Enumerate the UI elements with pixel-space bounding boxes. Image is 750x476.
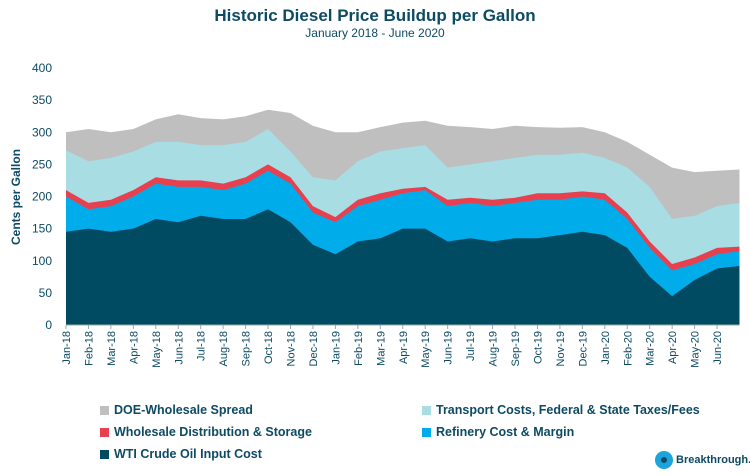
y-tick-label: 400 [32,61,52,75]
legend-swatch [100,449,109,459]
x-tick-label: Nov-18 [286,331,298,366]
chart-subtitle: January 2018 - June 2020 [305,26,445,40]
x-tick-label: Aug-19 [488,331,500,366]
x-tick-label: Jun-19 [443,331,455,365]
y-tick-label: 150 [32,222,52,236]
x-tick-label: Mar-20 [645,331,657,366]
x-tick-label: May-20 [690,331,702,368]
x-tick-label: Apr-20 [667,331,679,364]
logo-text: Breakthrough. [676,454,750,466]
x-tick-label: Apr-19 [398,331,410,364]
legend-swatch [100,405,109,415]
x-tick-label: Jul-19 [465,331,477,361]
legend-label: DOE-Wholesale Spread [114,403,253,417]
x-tick-label: Jun-20 [712,331,724,365]
y-tick-label: 0 [45,318,52,332]
axes: 0 50 100 150 200 250 300 350 400 Jan-18 Feb-18 Mar-… [32,61,740,368]
x-tick-label: Jan-18 [61,331,73,365]
y-axis-label: Cents per Gallon [9,149,23,245]
x-tick-label: Apr-18 [128,331,140,364]
y-tick-label: 350 [32,93,52,107]
x-tick-label: Aug-18 [218,331,230,366]
y-tick-label: 100 [32,254,52,268]
area-layers [66,109,740,325]
y-tick-label: 200 [32,190,52,204]
legend-label: Wholesale Distribution & Storage [114,425,312,439]
y-tick-label: 300 [32,125,52,139]
stacked-area-chart: 0 50 100 150 200 250 300 350 400 Jan-18 Feb-18 Mar-… [9,61,740,368]
x-tick-label: Oct-18 [263,331,275,364]
x-tick-label: Mar-19 [375,331,387,366]
x-tick-label: Dec-18 [308,331,320,366]
logo-icon [655,451,673,469]
x-tick-label: Oct-19 [532,331,544,364]
x-tick-label: Sep-18 [241,331,253,366]
x-tick-label: Feb-19 [353,331,365,366]
y-tick-label: 50 [39,286,53,300]
legend-label: Transport Costs, Federal & State Taxes/F… [436,403,700,417]
legend-item-wti-crude: WTI Crude Oil Input Cost [100,447,262,461]
legend-swatch [100,427,109,437]
chart-title: Historic Diesel Price Buildup per Gallon [214,6,536,25]
legend-swatch [422,427,431,437]
x-tick-label: Dec-19 [577,331,589,366]
y-tick-label: 250 [32,157,52,171]
area-wti-crude-oil-input-cost [66,209,740,325]
x-tick-label: Nov-19 [555,331,567,366]
legend-label: Refinery Cost & Margin [436,425,575,439]
breakthrough-logo: Breakthrough. [655,451,750,469]
x-tick-label: Jul-18 [196,331,208,361]
legend-item-transport-taxes: Transport Costs, Federal & State Taxes/F… [422,403,700,417]
legend-item-wholesale-distribution: Wholesale Distribution & Storage [100,425,312,439]
legend-swatch [422,405,431,415]
legend-item-refinery: Refinery Cost & Margin [422,425,574,439]
x-tick-label: Jan-19 [330,331,342,365]
x-tick-label: May-18 [151,331,163,368]
x-tick-label: Feb-18 [83,331,95,366]
x-tick-label: Mar-18 [106,331,118,366]
x-tick-label: Sep-19 [510,331,522,366]
legend-item-doe-spread: DOE-Wholesale Spread [100,403,253,417]
x-tick-label: Jun-18 [173,331,185,365]
x-tick-label: Jan-20 [600,331,612,365]
x-tick-label: Feb-20 [622,331,634,366]
x-tick-label: May-19 [420,331,432,368]
legend-label: WTI Crude Oil Input Cost [114,447,262,461]
